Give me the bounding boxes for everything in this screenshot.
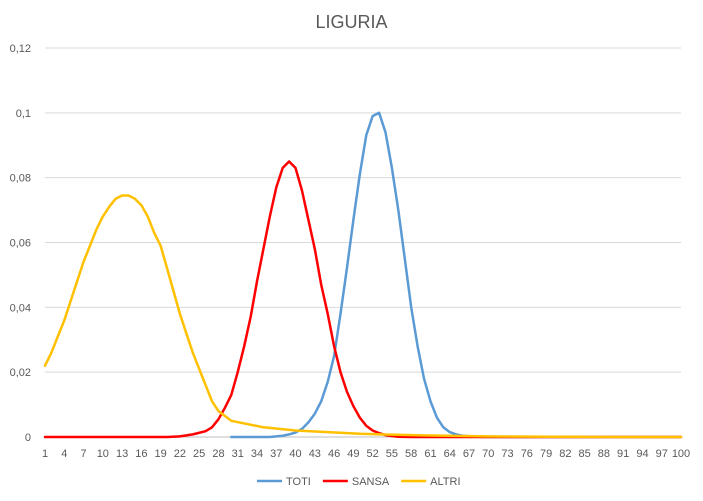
y-tick-label: 0,06 xyxy=(10,238,31,250)
legend-label-altri: ALTRI xyxy=(430,476,460,488)
x-tick-label: 19 xyxy=(155,448,167,460)
series-line-sansa xyxy=(43,160,683,439)
x-tick-label: 28 xyxy=(212,448,224,460)
x-tick-label: 7 xyxy=(80,448,86,460)
x-tick-label: 61 xyxy=(424,448,436,460)
x-tick-label: 34 xyxy=(251,448,263,460)
y-tick-label: 0,04 xyxy=(10,302,31,314)
series-lines xyxy=(43,111,683,439)
y-tick-label: 0,12 xyxy=(10,43,31,55)
x-tick-label: 43 xyxy=(309,448,321,460)
y-tick-label: 0,08 xyxy=(10,173,31,185)
x-tick-label: 13 xyxy=(116,448,128,460)
x-tick-label: 73 xyxy=(501,448,513,460)
x-tick-label: 52 xyxy=(367,448,379,460)
x-tick-label: 70 xyxy=(482,448,494,460)
x-tick-label: 100 xyxy=(672,448,690,460)
x-tick-label: 40 xyxy=(289,448,301,460)
x-tick-label: 55 xyxy=(386,448,398,460)
x-tick-label: 85 xyxy=(579,448,591,460)
x-tick-label: 79 xyxy=(540,448,552,460)
x-tick-label: 46 xyxy=(328,448,340,460)
x-tick-label: 82 xyxy=(559,448,571,460)
x-tick-label: 1 xyxy=(42,448,48,460)
x-tick-label: 10 xyxy=(97,448,109,460)
x-tick-label: 88 xyxy=(598,448,610,460)
x-tick-label: 94 xyxy=(636,448,648,460)
y-axis-ticks: 0 0,02 0,04 0,06 0,08 0,1 0,12 xyxy=(10,43,31,444)
y-tick-label: 0,1 xyxy=(16,108,31,120)
x-tick-label: 76 xyxy=(521,448,533,460)
series-line-toti xyxy=(230,111,683,439)
x-tick-label: 25 xyxy=(193,448,205,460)
x-tick-label: 4 xyxy=(61,448,67,460)
x-axis-ticks: 1 4 7 10 13 16 19 22 25 28 31 34 37 40 43 46 49 52 55 58 61 6… xyxy=(42,448,690,460)
x-tick-label: 91 xyxy=(617,448,629,460)
x-tick-label: 58 xyxy=(405,448,417,460)
x-tick-label: 64 xyxy=(444,448,456,460)
x-tick-label: 49 xyxy=(347,448,359,460)
x-tick-label: 16 xyxy=(135,448,147,460)
x-tick-label: 31 xyxy=(232,448,244,460)
x-tick-label: 67 xyxy=(463,448,475,460)
x-tick-label: 22 xyxy=(174,448,186,460)
x-tick-label: 97 xyxy=(656,448,668,460)
y-tick-label: 0 xyxy=(25,432,31,444)
series-line-altri xyxy=(43,194,683,439)
y-tick-label: 0,02 xyxy=(10,367,31,379)
x-tick-label: 37 xyxy=(270,448,282,460)
chart-title: LIGURIA xyxy=(315,12,387,32)
legend: TOTI SANSA ALTRI xyxy=(257,476,461,488)
gridlines xyxy=(45,47,681,438)
legend-label-toti: TOTI xyxy=(286,476,311,488)
legend-label-sansa: SANSA xyxy=(352,476,390,488)
